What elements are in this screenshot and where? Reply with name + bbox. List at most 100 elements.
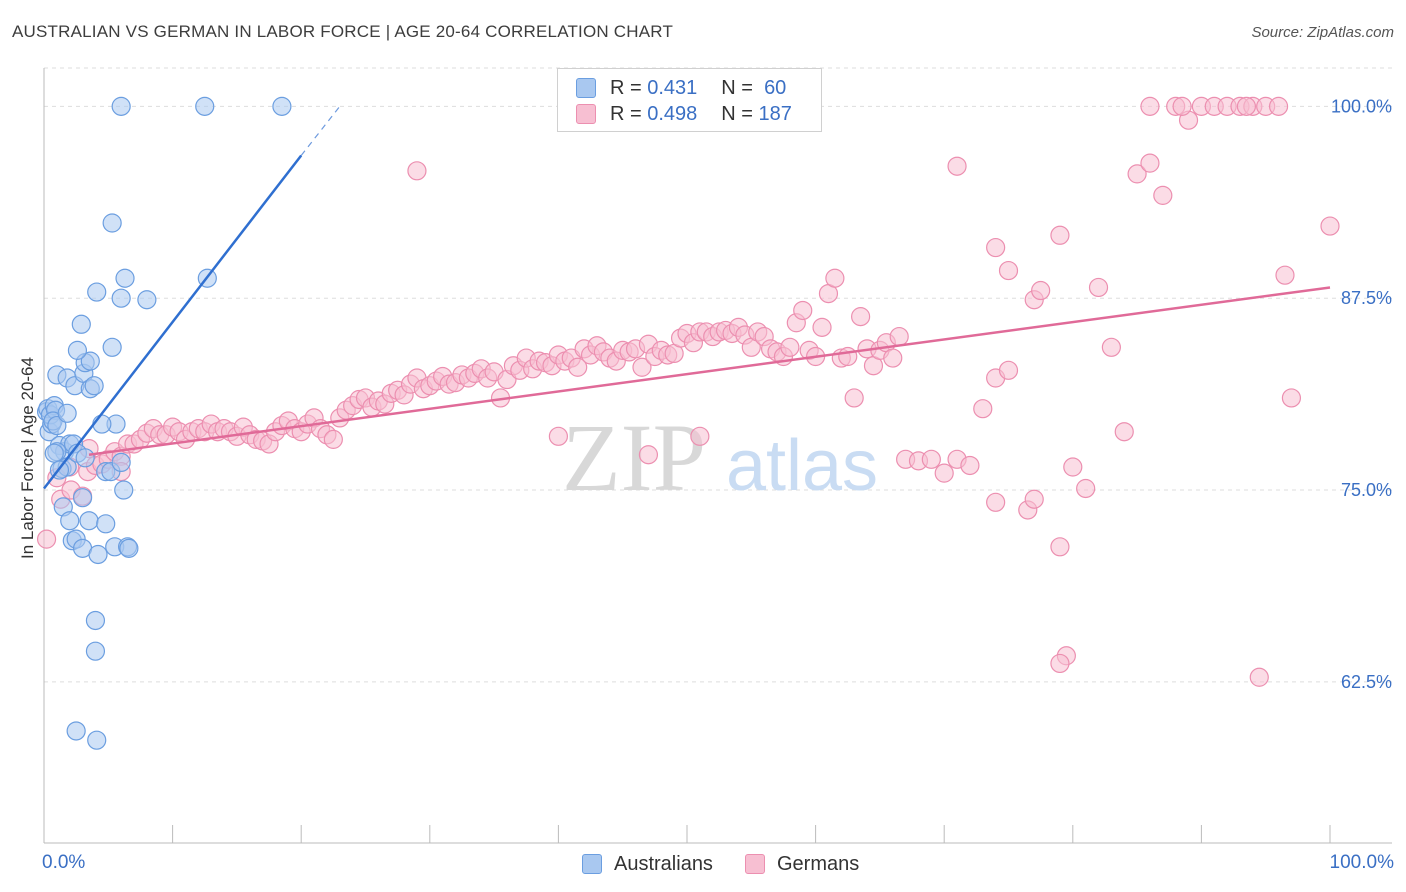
data-point <box>1140 96 1160 116</box>
data-point <box>632 357 652 377</box>
data-point <box>60 511 80 531</box>
data-point <box>638 445 659 465</box>
data-point <box>44 443 64 463</box>
australians-trend-line <box>43 154 303 490</box>
axes <box>43 68 1392 844</box>
data-point <box>323 429 343 449</box>
data-point <box>88 544 108 565</box>
data-point <box>1050 653 1070 674</box>
data-point <box>111 288 131 308</box>
y-tick-label: 62.5% <box>1341 672 1392 692</box>
chart-title: AUSTRALIAN VS GERMAN IN LABOR FORCE | AG… <box>12 22 674 41</box>
data-point <box>47 415 67 436</box>
data-point <box>973 399 993 419</box>
legend-r-label: R = <box>610 76 642 99</box>
data-point <box>102 337 122 357</box>
source-label: Source: ZipAtlas.com <box>1251 24 1394 41</box>
data-point <box>548 426 569 446</box>
data-point <box>57 403 77 423</box>
data-point <box>114 480 134 500</box>
data-point <box>87 282 107 302</box>
x-tick-label-start: 0.0% <box>42 852 86 873</box>
data-point <box>883 348 903 368</box>
data-point <box>1024 489 1044 509</box>
data-point <box>87 730 107 750</box>
data-point <box>1172 96 1192 116</box>
data-point <box>80 351 100 371</box>
legend-row-australians: R = 0.431 N = 60 <box>576 76 786 100</box>
data-point <box>84 376 104 396</box>
data-point <box>1249 667 1269 687</box>
data-point <box>1153 185 1173 205</box>
data-point <box>75 448 95 468</box>
data-point <box>67 340 88 360</box>
data-point <box>1127 164 1147 184</box>
data-point <box>921 449 941 469</box>
data-point <box>838 346 858 367</box>
trend-lines <box>43 105 1331 490</box>
australians-trend-extension <box>300 105 341 156</box>
data-point <box>1281 388 1302 408</box>
data-point <box>960 455 980 476</box>
data-point <box>71 314 91 334</box>
germans-swatch <box>576 104 596 124</box>
legend-r-value: 0.431 <box>647 76 698 99</box>
y-axis-label: In Labor Force | Age 20-64 <box>18 357 37 559</box>
data-point <box>889 326 909 347</box>
data-point <box>1101 337 1121 357</box>
australians-legend-swatch <box>582 854 602 874</box>
data-point <box>844 388 864 408</box>
data-point <box>1088 277 1109 298</box>
data-point <box>1063 457 1083 477</box>
data-point <box>1268 96 1289 116</box>
data-point <box>96 514 116 534</box>
y-tick-label: 100.0% <box>1331 96 1392 116</box>
data-point <box>1236 96 1257 116</box>
data-point <box>1076 478 1096 499</box>
legend-n-label: N = <box>721 102 753 125</box>
data-point <box>85 610 106 631</box>
legend-n-value: 187 <box>758 102 792 125</box>
data-point <box>111 452 131 473</box>
germans-legend-label: Germans <box>777 852 860 875</box>
data-point <box>986 492 1006 512</box>
data-point <box>407 161 427 181</box>
data-point <box>115 268 135 288</box>
correlation-legend: R = 0.431 N = 60 R = 0.498 N = 187 <box>557 68 822 132</box>
data-point <box>1050 537 1070 557</box>
data-point <box>947 156 967 176</box>
data-point <box>195 96 215 116</box>
data-point <box>111 96 131 116</box>
data-point <box>793 300 813 321</box>
data-point <box>1031 280 1051 301</box>
data-point <box>85 641 106 661</box>
data-point <box>66 721 86 741</box>
y-tick-labels: 62.5% 75.0% 87.5% 100.0% <box>1331 96 1392 691</box>
watermark-zip: ZIP <box>562 404 706 511</box>
germans-legend-swatch <box>745 854 765 874</box>
legend-row-germans: R = 0.498 N = 187 <box>576 102 792 126</box>
germans-trend-line <box>88 286 1331 456</box>
x-tick-label-end: 100.0% <box>1329 852 1394 873</box>
data-point <box>998 260 1019 281</box>
data-point <box>851 307 871 327</box>
data-point <box>92 414 112 434</box>
legend-r-value: 0.498 <box>647 102 698 125</box>
data-point <box>1140 153 1160 173</box>
data-point <box>690 426 710 446</box>
data-point <box>780 337 800 357</box>
germans-points <box>36 96 1340 687</box>
data-point <box>812 317 832 337</box>
data-point <box>79 511 99 531</box>
data-point <box>998 360 1019 380</box>
data-point <box>568 357 588 377</box>
australians-swatch <box>576 78 596 98</box>
series-legend-germans: Germans <box>745 851 859 877</box>
data-point <box>934 463 954 483</box>
data-point <box>1114 422 1134 442</box>
data-point <box>102 213 122 233</box>
data-point <box>137 290 157 310</box>
data-point <box>1050 225 1070 245</box>
grid-lines <box>44 67 1392 683</box>
